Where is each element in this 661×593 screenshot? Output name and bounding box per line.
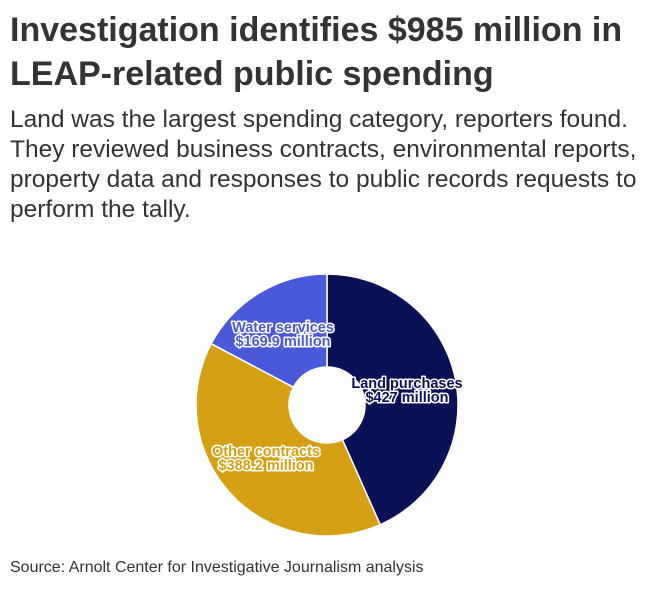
slice-water-services [210, 273, 328, 389]
slice-value-other-contracts: $388.2 million [218, 458, 313, 474]
slice-land-purchases [326, 273, 459, 526]
chart-title: Investigation identifies $985 million in… [10, 11, 623, 93]
slice-value-water-services: $169.9 million [235, 334, 330, 350]
donut-slices [195, 273, 459, 537]
slice-value-land-purchases: $427 million [365, 390, 448, 406]
source-note: Source: Arnolt Center for Investigative … [10, 559, 424, 576]
slice-other-contracts [195, 342, 382, 537]
slice-label-other-contracts: Other contracts [212, 444, 320, 460]
slice-label-water-services: Water services [232, 320, 334, 336]
donut-labels: Land purchases$427 million Other contract… [211, 319, 465, 476]
slice-label-land-purchases: Land purchases [351, 376, 462, 392]
donut-chart: Land purchases$427 million Other contract… [195, 273, 465, 537]
chart-subtitle: Land was the largest spending category, … [10, 106, 637, 223]
